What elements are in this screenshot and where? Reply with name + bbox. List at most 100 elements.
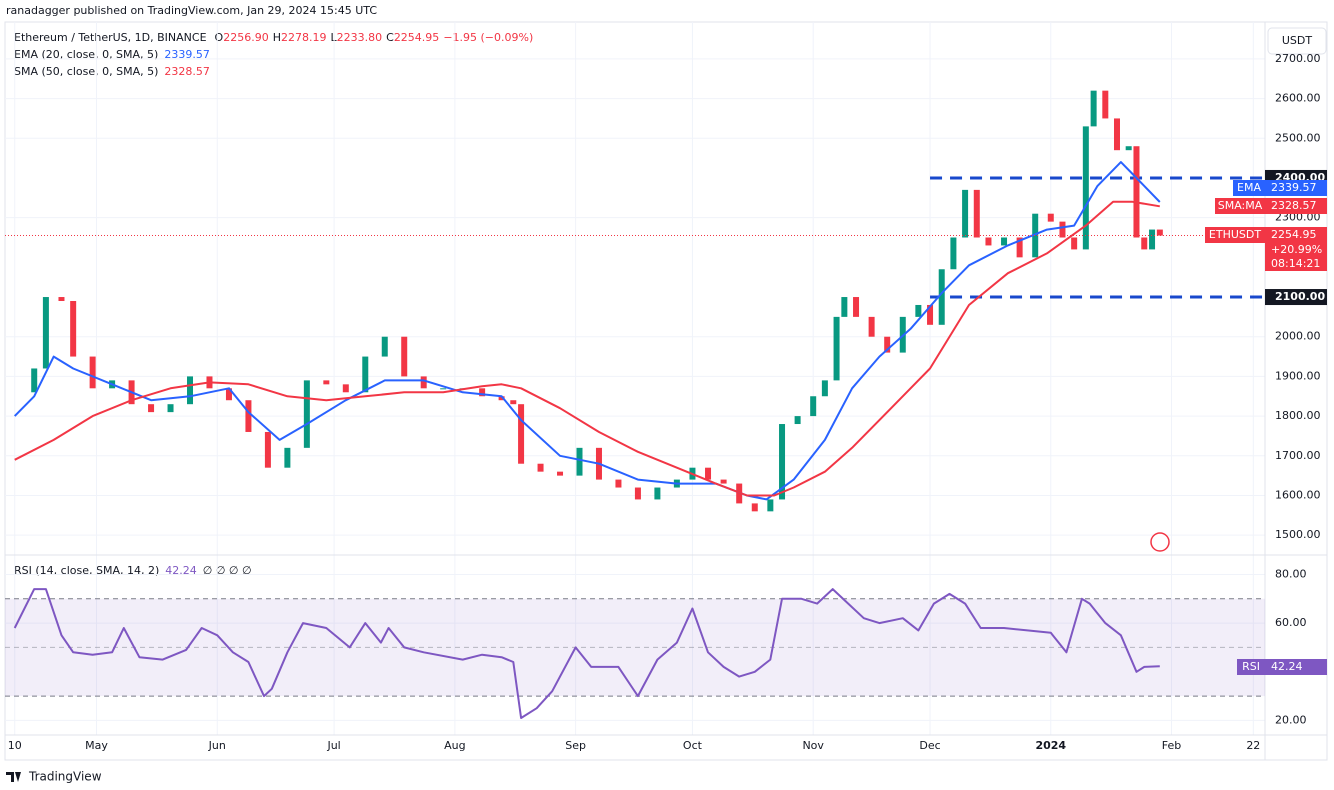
price-bar (833, 316, 840, 381)
price-bar (1113, 118, 1120, 151)
price-bar (518, 404, 525, 464)
price-bar (1133, 146, 1140, 238)
countdown: 08:14:21 (1271, 257, 1320, 270)
price-bar (420, 376, 427, 389)
price-bar (342, 384, 349, 393)
indicator-name: SMA (50, close, 0, SMA, 5) (14, 65, 158, 78)
price-bar (557, 471, 564, 476)
price-bar (1032, 213, 1039, 258)
price-bar (303, 380, 310, 448)
symbol-title: Ethereum / TetherUS, 1D, BINANCE (14, 31, 207, 44)
badge-value-box (1265, 180, 1327, 196)
price-bar (245, 400, 252, 432)
y-tick-label: 1500.00 (1275, 528, 1321, 541)
price-bar (821, 380, 828, 397)
price-extra-box (1265, 243, 1327, 271)
price-bar (779, 424, 786, 500)
x-tick-label: Aug (444, 739, 465, 752)
badge-name-box (1205, 227, 1265, 243)
price-bar (794, 416, 801, 425)
badge-name-box (1233, 180, 1265, 196)
x-tick-label: Feb (1162, 739, 1181, 752)
price-bar (938, 269, 945, 325)
y-tick-label: 1800.00 (1275, 409, 1321, 422)
price-bar (720, 479, 727, 484)
badge-value: 2254.95 (1271, 228, 1317, 241)
ohlc-key: O (215, 31, 224, 44)
price-bar (615, 479, 622, 488)
y-tick-label: 20.00 (1275, 713, 1307, 726)
legend-row: EMA (20, close, 0, SMA, 5) 2339.57 (14, 48, 210, 61)
legend-row: SMA (50, close, 0, SMA, 5) 2328.57 (14, 65, 210, 78)
price-bar (284, 447, 291, 468)
y-tick-label: 2000.00 (1275, 330, 1321, 343)
indicator-value: 2328.57 (164, 65, 210, 78)
price-bar (1102, 90, 1109, 119)
badge-value-box (1265, 227, 1327, 243)
x-tick-label: 2024 (1035, 739, 1066, 752)
badge-value: 2328.57 (1271, 199, 1317, 212)
price-bar (576, 447, 583, 476)
ohlc-value: 2254.95 (394, 31, 440, 44)
price-bar (1149, 229, 1156, 250)
change-percent: +20.99% (1271, 243, 1322, 256)
ohlc-value: 2278.19 (281, 31, 327, 44)
price-bar (1156, 229, 1163, 236)
price-bar (1082, 126, 1089, 250)
price-bar (187, 376, 194, 405)
price-bar (950, 237, 957, 270)
price-bar (868, 316, 875, 337)
series-line (13, 588, 1160, 719)
price-bar (884, 336, 891, 353)
price-bar (810, 396, 817, 417)
price-bar (401, 336, 408, 377)
level-label: 2100.00 (1275, 290, 1325, 303)
ohlc-change: −1.95 (−0.09%) (443, 31, 533, 44)
currency-button[interactable] (1267, 27, 1327, 55)
badge-name: RSI (1242, 660, 1260, 673)
price-bar (148, 404, 155, 413)
price-bar (654, 487, 661, 500)
publish-note: ranadagger published on TradingView.com,… (6, 4, 377, 17)
footer-logo: TradingView (6, 770, 102, 784)
rsi-nulls: ∅ ∅ ∅ ∅ (203, 564, 252, 577)
price-bar (1016, 237, 1023, 258)
x-tick-label: 10 (8, 739, 22, 752)
price-bar (70, 301, 77, 357)
y-tick-label: 1600.00 (1275, 488, 1321, 501)
y-tick-label: 1700.00 (1275, 449, 1321, 462)
y-tick-label: 1900.00 (1275, 369, 1321, 382)
currency-label[interactable]: USDT (1282, 34, 1313, 47)
badge-name: SMA:MA (1218, 199, 1263, 212)
badge-value: 42.24 (1271, 660, 1303, 673)
ohlc-key: C (386, 31, 394, 44)
price-bar (1001, 237, 1008, 246)
price-bar (841, 297, 848, 317)
x-tick-label: Jul (326, 739, 340, 752)
x-tick-label: Jun (208, 739, 226, 752)
x-tick-label: Sep (565, 739, 586, 752)
x-tick-label: 22 (1246, 739, 1260, 752)
x-tick-label: May (85, 739, 108, 752)
x-tick-label: Oct (683, 739, 703, 752)
price-bar (323, 380, 330, 385)
series-line (14, 200, 1160, 497)
price-bar (362, 356, 369, 393)
price-bar (927, 304, 934, 325)
price-bar (42, 297, 49, 369)
price-bar (962, 189, 969, 238)
legend-row: RSI (14, close, SMA, 14, 2) 42.24 ∅ ∅ ∅ ∅ (14, 564, 252, 577)
ohlc-key: H (273, 31, 281, 44)
badge-value-box (1265, 659, 1327, 675)
price-bar (767, 499, 774, 512)
price-bar (1071, 237, 1078, 250)
price-bar (31, 368, 38, 393)
badge-value: 2339.57 (1271, 181, 1317, 194)
ohlc-value: 2233.80 (337, 31, 383, 44)
plot-area: 10 May Jun Jul Aug Sep Oct Nov Dec 2024 Feb 22 1500.… (4, 21, 1328, 761)
y-tick-label: 80.00 (1275, 567, 1307, 580)
price-bar (1141, 237, 1148, 250)
price-bar (915, 304, 922, 317)
